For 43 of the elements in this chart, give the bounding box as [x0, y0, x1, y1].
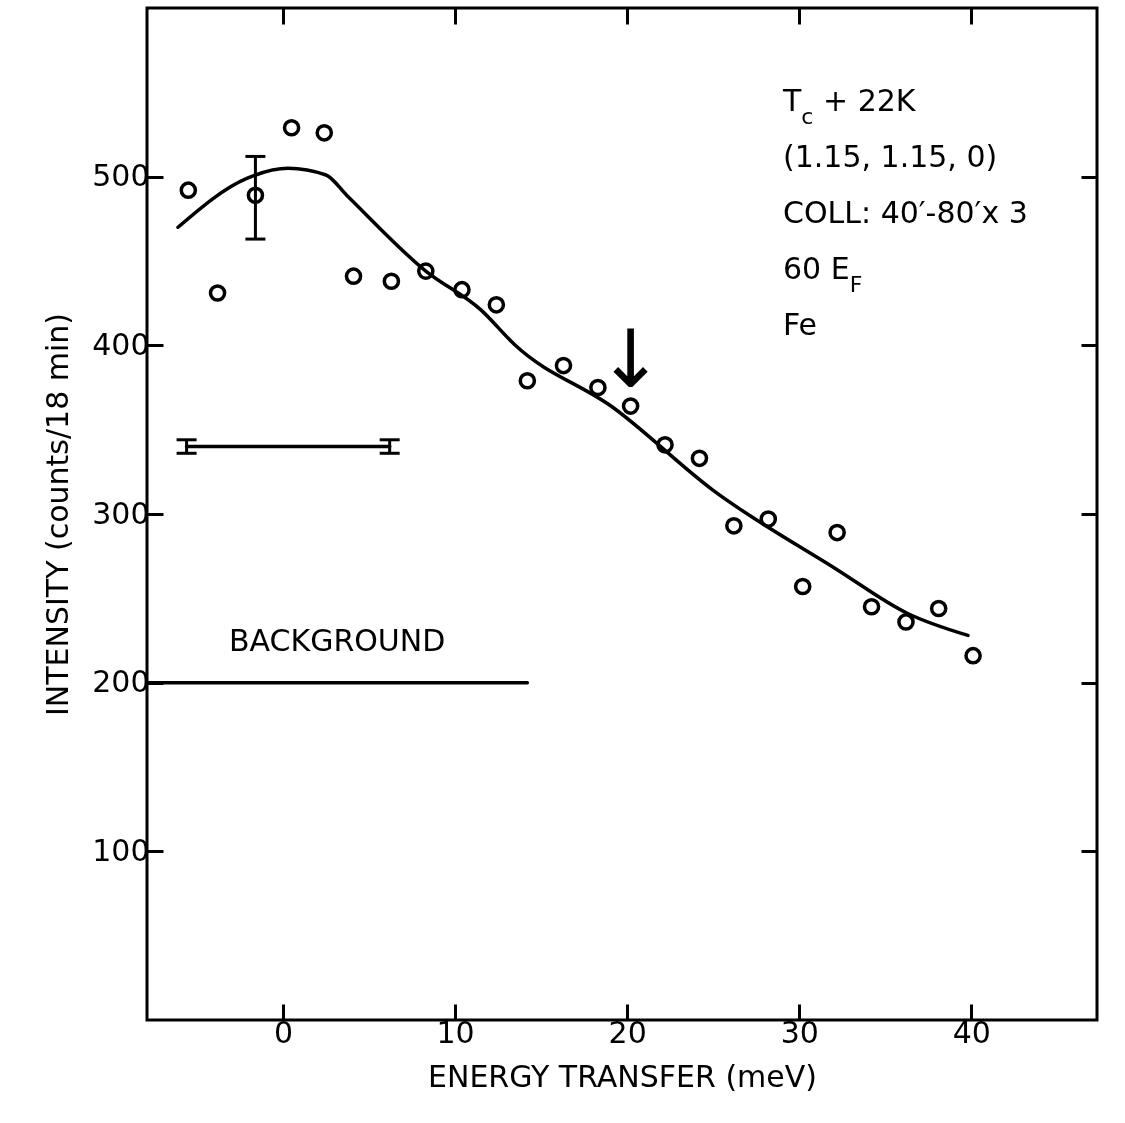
point — [725, 517, 743, 535]
annotation: COLL: 40′-80′x 3 — [783, 195, 1028, 230]
annotation: T$_{c}$ + 22K — [782, 83, 917, 129]
x-tick-label: 40 — [952, 1014, 991, 1050]
annotation: Fe — [783, 307, 818, 342]
point — [759, 510, 778, 528]
point — [828, 523, 846, 542]
point — [518, 371, 537, 390]
y-axis-title: INTENSITY (counts/18 min) — [40, 312, 76, 717]
point — [690, 449, 709, 468]
x-tick-label: 20 — [608, 1014, 647, 1050]
point — [315, 124, 334, 142]
point — [416, 262, 435, 280]
point — [621, 397, 640, 415]
x-axis-title: ENERGY TRANSFER (meV) — [428, 1058, 817, 1094]
point — [656, 436, 674, 454]
point — [793, 577, 812, 596]
point — [453, 280, 471, 299]
point — [246, 186, 265, 205]
point — [382, 272, 401, 291]
point — [589, 378, 607, 397]
y-tick-label: 400 — [92, 326, 150, 362]
x-tick-label: 30 — [780, 1014, 819, 1050]
point — [282, 118, 301, 137]
y-tick-label: 500 — [92, 158, 150, 194]
annotation: 60 E$_{F}$ — [783, 251, 863, 297]
x-tick-label: 10 — [436, 1014, 475, 1050]
point — [897, 613, 915, 631]
point — [964, 646, 982, 665]
point — [344, 267, 363, 285]
y-tick-label: 200 — [92, 664, 150, 700]
point — [554, 356, 573, 375]
point — [487, 296, 506, 314]
series-label: BACKGROUND — [228, 622, 446, 658]
x-tick-label: 0 — [273, 1014, 294, 1050]
annotation: (1.15, 1.15, 0) — [783, 139, 998, 174]
point — [862, 597, 881, 616]
y-tick-label: 100 — [92, 832, 150, 868]
point — [929, 599, 948, 618]
y-tick-label: 300 — [92, 495, 150, 531]
point — [179, 181, 198, 199]
annotation: ↓ — [597, 313, 665, 407]
point — [208, 284, 227, 302]
